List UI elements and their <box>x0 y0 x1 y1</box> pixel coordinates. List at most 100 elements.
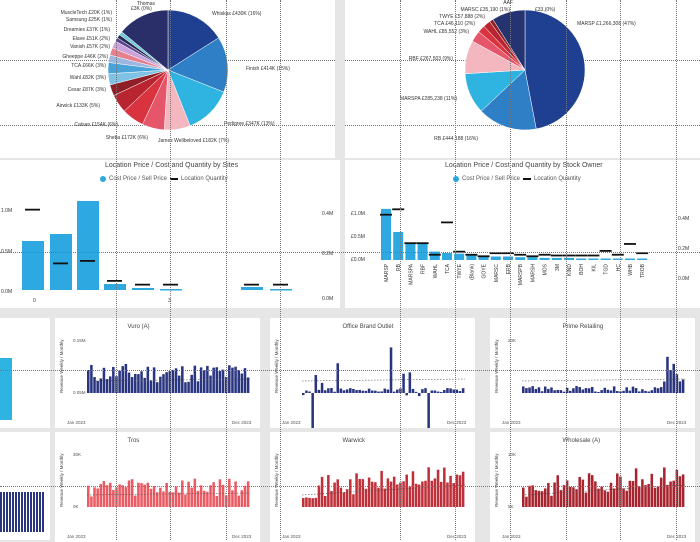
revenue-bar[interactable] <box>165 482 168 507</box>
revenue-bar[interactable] <box>396 389 399 393</box>
quantity-marker[interactable] <box>453 250 466 253</box>
revenue-bar[interactable] <box>631 386 635 393</box>
revenue-bar[interactable] <box>537 490 541 507</box>
revenue-bar[interactable] <box>130 377 134 393</box>
bar[interactable] <box>466 254 477 260</box>
revenue-bar[interactable] <box>556 475 560 507</box>
quantity-marker[interactable] <box>502 252 514 255</box>
revenue-bar[interactable] <box>427 393 430 428</box>
revenue-bar[interactable] <box>240 490 244 507</box>
bar[interactable] <box>600 258 611 261</box>
revenue-bar[interactable] <box>377 487 380 507</box>
revenue-bar[interactable] <box>421 481 424 507</box>
revenue-bar[interactable] <box>380 470 383 507</box>
revenue-bar[interactable] <box>320 476 324 507</box>
quantity-marker[interactable] <box>575 254 588 257</box>
revenue-bar[interactable] <box>553 390 556 393</box>
revenue-bar[interactable] <box>96 380 99 393</box>
revenue-bar[interactable] <box>302 393 305 396</box>
revenue-bar[interactable] <box>681 474 685 507</box>
revenue-bar[interactable] <box>669 481 672 507</box>
quantity-marker[interactable] <box>587 254 600 257</box>
revenue-bar[interactable] <box>215 496 219 507</box>
revenue-bar[interactable] <box>609 390 613 393</box>
revenue-bar[interactable] <box>659 477 663 507</box>
revenue-bar[interactable] <box>540 391 544 393</box>
revenue-bar[interactable] <box>174 368 178 393</box>
revenue-bar[interactable] <box>199 367 203 393</box>
quantity-marker[interactable] <box>135 283 150 286</box>
revenue-bar[interactable] <box>443 467 446 507</box>
quantity-marker[interactable] <box>611 253 624 256</box>
revenue-bar[interactable] <box>181 480 184 507</box>
revenue-bar[interactable] <box>637 486 641 507</box>
quantity-marker[interactable] <box>428 253 441 256</box>
revenue-bar[interactable] <box>134 373 137 393</box>
quantity-marker[interactable] <box>538 253 551 256</box>
pie-slice[interactable] <box>121 9 169 71</box>
quantity-marker[interactable] <box>380 213 392 216</box>
revenue-bar[interactable] <box>102 367 106 393</box>
revenue-bar[interactable] <box>436 469 440 507</box>
revenue-bar[interactable] <box>361 479 365 507</box>
revenue-bar[interactable] <box>342 492 346 507</box>
revenue-bar[interactable] <box>443 389 446 393</box>
revenue-bar[interactable] <box>590 475 594 507</box>
revenue-bar[interactable] <box>308 391 311 393</box>
revenue-bar[interactable] <box>525 496 528 507</box>
revenue-bar[interactable] <box>112 366 115 393</box>
quantity-marker[interactable] <box>514 253 527 256</box>
revenue-bar[interactable] <box>547 388 550 393</box>
revenue-bar[interactable] <box>212 367 215 393</box>
revenue-bar[interactable] <box>597 391 600 393</box>
pie-slice[interactable] <box>480 69 537 131</box>
revenue-bar[interactable] <box>127 480 131 507</box>
revenue-bar[interactable] <box>314 375 318 393</box>
revenue-bar[interactable] <box>327 475 330 507</box>
revenue-bar[interactable] <box>569 390 572 393</box>
revenue-bar[interactable] <box>628 480 632 507</box>
revenue-bar[interactable] <box>616 473 619 507</box>
bar[interactable] <box>50 234 72 290</box>
revenue-bar[interactable] <box>522 487 525 507</box>
revenue-bar[interactable] <box>408 372 412 393</box>
small-bar-chart[interactable]: Revenue Weekly / Monthly Jan 2023 Dec 2023 <box>270 318 475 428</box>
revenue-bar[interactable] <box>323 390 327 393</box>
revenue-bar[interactable] <box>449 388 452 393</box>
revenue-bar[interactable] <box>634 388 638 393</box>
revenue-bar[interactable] <box>430 480 434 507</box>
revenue-bar[interactable] <box>108 482 112 507</box>
revenue-bar[interactable] <box>452 483 455 507</box>
revenue-bar[interactable] <box>243 368 247 393</box>
bar[interactable] <box>551 257 562 260</box>
revenue-bar[interactable] <box>305 497 308 507</box>
revenue-bar[interactable] <box>333 482 336 507</box>
revenue-bar[interactable] <box>380 391 383 393</box>
revenue-bar[interactable] <box>622 488 625 507</box>
quantity-marker[interactable] <box>80 260 95 262</box>
revenue-bar[interactable] <box>206 491 209 507</box>
revenue-bar[interactable] <box>93 487 96 507</box>
revenue-bar[interactable] <box>637 391 641 393</box>
revenue-bar[interactable] <box>417 484 421 507</box>
revenue-bar[interactable] <box>155 492 159 507</box>
revenue-bar[interactable] <box>603 490 607 507</box>
revenue-bar[interactable] <box>149 488 153 507</box>
revenue-bar[interactable] <box>411 388 415 393</box>
revenue-bar[interactable] <box>603 387 607 393</box>
bar[interactable] <box>490 256 501 261</box>
bar[interactable] <box>454 253 465 260</box>
revenue-bar[interactable] <box>562 391 566 393</box>
revenue-bar[interactable] <box>234 481 237 507</box>
revenue-bar[interactable] <box>177 375 181 393</box>
small-bar-chart[interactable]: Revenue Weekly / Monthly 0.15M 0.05M Jan 20… <box>55 318 260 428</box>
revenue-bar[interactable] <box>231 490 234 507</box>
quantity-marker[interactable] <box>25 208 40 211</box>
revenue-bar[interactable] <box>386 389 390 393</box>
pie-slice[interactable] <box>524 9 586 130</box>
revenue-bar[interactable] <box>162 491 165 507</box>
revenue-bar[interactable] <box>587 388 591 393</box>
revenue-bar[interactable] <box>99 484 103 507</box>
quantity-marker[interactable] <box>53 262 68 265</box>
